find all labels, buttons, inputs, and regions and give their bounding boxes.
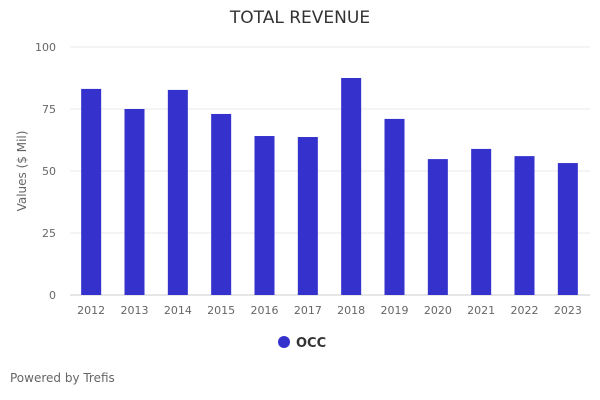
x-tick-label: 2018 [337,304,365,317]
y-tick-label: 75 [42,103,56,116]
bar-2012 [81,88,102,295]
x-tick-label: 2017 [294,304,322,317]
y-axis-label: Values ($ Mil) [15,131,29,212]
bar-2021 [471,148,492,295]
x-tick-label: 2020 [424,304,452,317]
chart-title: TOTAL REVENUE [229,8,371,28]
x-tick-label: 2015 [207,304,235,317]
bar-2019 [384,118,405,295]
bar-2016 [254,136,275,295]
y-tick-label: 100 [35,41,56,54]
x-tick-label: 2014 [164,304,192,317]
x-tick-label: 2023 [554,304,582,317]
powered-by-footer[interactable]: Powered by Trefis [10,371,115,385]
bar-2013 [124,109,145,295]
x-tick-label: 2016 [251,304,279,317]
y-tick-label: 0 [49,289,56,302]
bar-2014 [167,89,188,296]
bar-2022 [514,156,535,295]
x-tick-label: 2019 [381,304,409,317]
legend-marker [278,336,290,348]
legend-label-occ[interactable]: OCC [296,336,326,351]
bar-2023 [557,163,578,295]
x-tick-label: 2022 [511,304,539,317]
y-tick-label: 25 [42,227,56,240]
bar-2017 [297,137,318,295]
bar-2015 [211,113,232,296]
x-tick-label: 2012 [77,304,105,317]
bar-2018 [341,78,362,295]
bar-2020 [427,159,448,295]
y-tick-label: 50 [42,165,56,178]
x-tick-label: 2021 [467,304,495,317]
x-tick-label: 2013 [121,304,149,317]
